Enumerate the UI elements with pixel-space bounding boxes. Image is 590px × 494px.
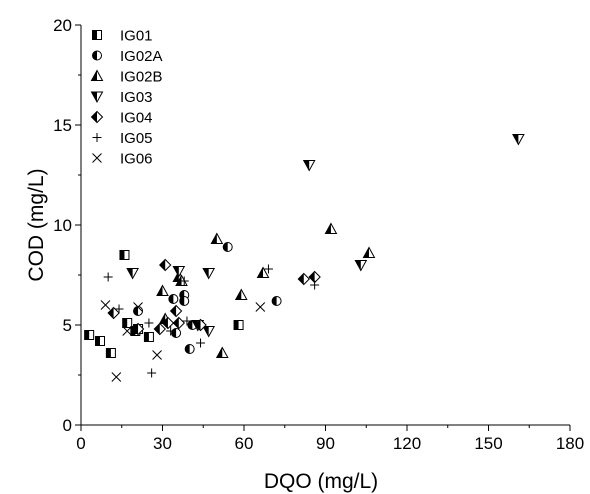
data-point [362,246,376,258]
data-point [122,318,133,328]
y-tick-label: 10 [53,216,72,235]
x-tick-label: 30 [153,434,172,453]
data-point [215,346,229,358]
data-point [100,300,111,310]
data-point [169,304,183,318]
legend-label: IG04 [120,110,153,127]
data-point [171,328,182,338]
data-point [184,344,195,354]
x-tick-label: 0 [76,434,85,453]
data-point [202,268,216,280]
data-point [147,368,157,378]
y-tick-label: 0 [63,416,72,435]
data-point [194,318,207,332]
data-point [233,320,244,330]
data-point [324,222,338,234]
data-point [107,306,120,320]
data-point [308,270,321,284]
legend-label: IG05 [120,130,153,147]
data-point [179,296,190,306]
data-point [152,350,162,360]
y-axis-title: COD (mg/L) [25,168,48,281]
y-tick-label: 20 [53,16,72,35]
data-point [297,272,310,286]
data-point [159,258,172,272]
series-ig05 [103,264,320,378]
data-point [234,288,248,300]
data-point [168,294,179,304]
data-point [122,326,133,336]
x-tick-label: 60 [235,434,254,453]
data-point [222,242,233,252]
data-point [263,264,273,274]
data-point [256,266,270,278]
legend-label: IG02A [120,48,163,65]
legend-label: IG06 [120,151,153,168]
series-ig02a [133,242,282,354]
series-ig04 [107,258,321,336]
data-point [512,134,525,146]
axes: 0 30 60 90 120 150 180 0 5 10 15 20 [53,16,584,453]
data-point [310,280,320,290]
y-tick-label: 5 [63,316,72,335]
data-point [105,348,116,358]
x-axis-title: DQO (mg/L) [264,470,378,493]
data-point [196,338,206,348]
x-tick-label: 120 [393,434,421,453]
x-tick-label: 150 [474,434,502,453]
data-point [182,316,192,326]
data-point [166,326,176,336]
legend-label: IG02B [120,69,163,86]
data-point [84,330,95,340]
data-point [271,296,282,306]
legend-marker [92,30,102,40]
data-point [354,260,368,272]
data-point [210,232,224,244]
data-point [133,306,144,316]
data-point [161,316,175,330]
series-ig06 [100,300,266,382]
legend-label: IG03 [120,89,153,106]
data-point [133,302,143,312]
data-point [119,250,130,260]
series-ig02b [156,222,376,358]
data-point [114,304,124,314]
x-tick-label: 90 [316,434,335,453]
data-point [179,276,189,286]
data-point [302,160,316,172]
legend-label: IG01 [120,28,153,45]
data-point [255,302,266,312]
data-points [84,134,525,382]
legend-marker [90,91,104,104]
y-tick-label: 15 [53,116,72,135]
data-point [156,284,169,296]
data-point [143,332,154,342]
series-ig03 [126,134,525,338]
legend-marker [92,153,102,163]
data-point [202,326,216,338]
data-point [153,322,166,336]
x-tick-label: 180 [556,434,584,453]
legend: IG01 IG02A IG02B IG03 IG04 IG05 IG06 [90,28,163,168]
legend-marker [90,69,104,81]
data-point [144,318,154,328]
legend-marker [92,133,102,142]
data-point [103,272,113,282]
data-point [111,372,122,382]
legend-marker [90,110,104,124]
data-point [126,268,139,280]
data-point [95,336,106,346]
data-point [172,266,186,278]
data-point [131,322,145,336]
data-point [172,316,186,330]
legend-marker [92,50,102,61]
